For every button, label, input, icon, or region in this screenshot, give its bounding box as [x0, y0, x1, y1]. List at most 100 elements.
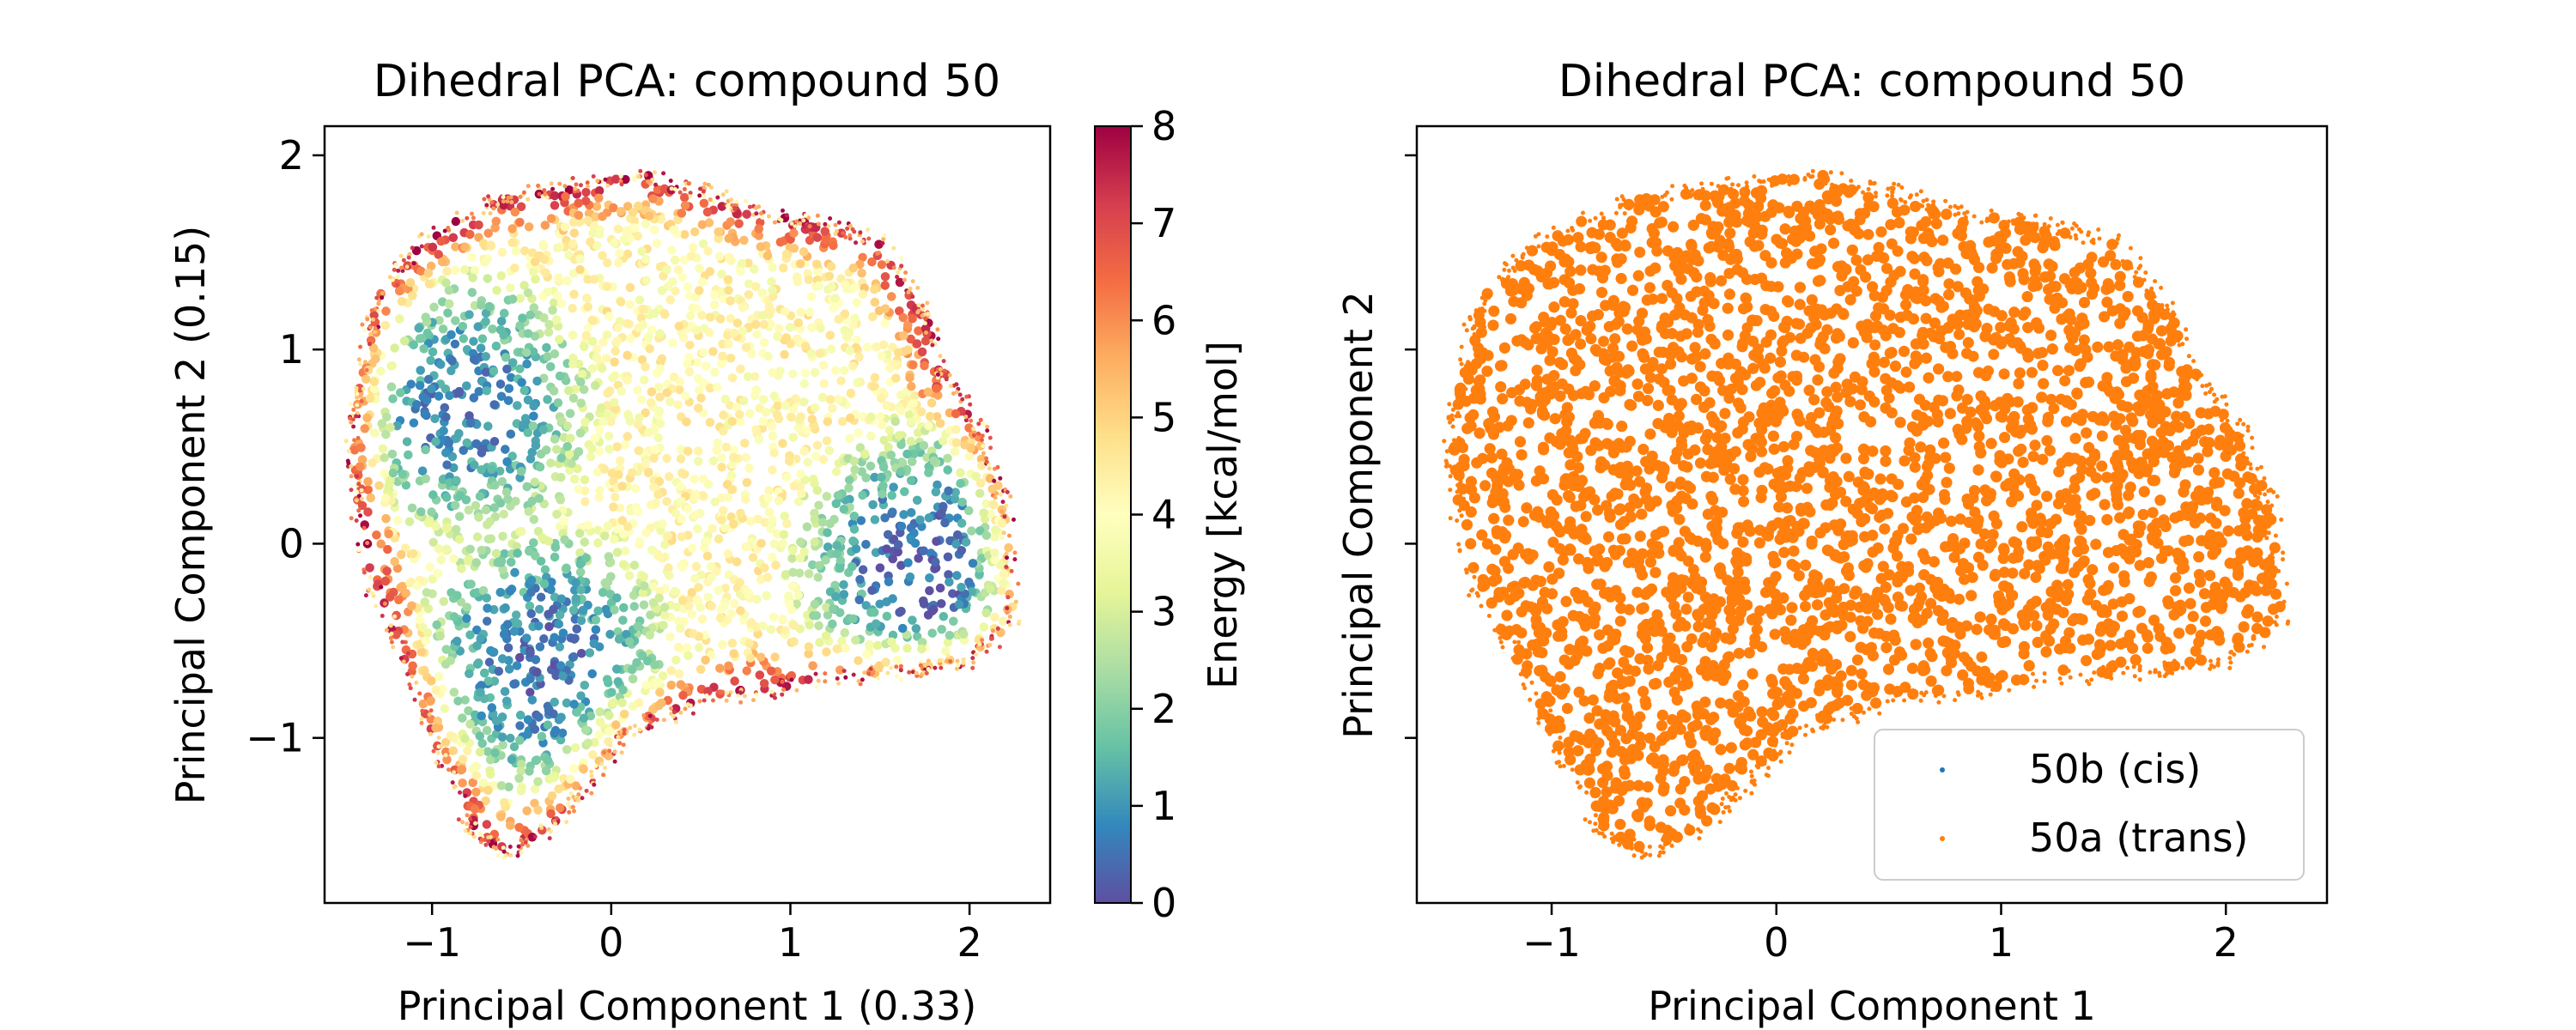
energy-point [543, 720, 553, 730]
energy-point [714, 227, 723, 237]
energy-point [869, 382, 878, 391]
energy-point [478, 239, 489, 248]
energy-point [943, 638, 953, 647]
energy-point [666, 666, 676, 676]
energy-point [471, 500, 481, 511]
energy-point [579, 385, 589, 394]
energy-point [658, 519, 667, 529]
energy-point [396, 388, 405, 397]
energy-point [821, 631, 831, 640]
energy-point [867, 585, 877, 595]
energy-point [665, 571, 674, 580]
energy-point [421, 445, 430, 455]
energy-point [429, 302, 439, 312]
energy-point [415, 615, 425, 625]
energy-point [609, 203, 618, 213]
energy-point [491, 216, 501, 226]
energy-point [697, 311, 707, 320]
energy-point [636, 395, 647, 404]
energy-point [870, 373, 880, 383]
energy-point [756, 538, 766, 548]
energy-point [531, 440, 541, 451]
energy-point [474, 386, 483, 397]
energy-point [460, 265, 470, 275]
energy-point [365, 563, 374, 573]
energy-point [556, 299, 567, 308]
energy-point [481, 352, 490, 361]
energy-point [671, 655, 681, 665]
energy-point [900, 487, 909, 496]
energy-point [453, 696, 463, 706]
energy-point [549, 709, 558, 718]
energy-point [908, 457, 917, 466]
energy-point [778, 615, 787, 624]
energy-point [431, 723, 440, 733]
energy-point [803, 457, 813, 467]
energy-point [763, 352, 773, 361]
energy-point [438, 324, 448, 334]
energy-point [648, 582, 658, 591]
energy-point [635, 413, 644, 422]
energy-point [408, 291, 417, 300]
energy-point [804, 569, 814, 579]
energy-point [792, 599, 801, 609]
energy-point [833, 395, 843, 404]
energy-point [819, 360, 829, 370]
energy-point [906, 436, 916, 446]
energy-point [705, 384, 715, 393]
energy-point [547, 578, 556, 587]
energy-point [951, 409, 961, 419]
energy-point [823, 610, 833, 620]
energy-point [568, 239, 578, 249]
energy-point [616, 456, 625, 465]
energy-point [956, 468, 965, 477]
energy-point [499, 330, 508, 340]
energy-point [551, 670, 561, 681]
energy-point [628, 674, 638, 684]
energy-point [488, 324, 497, 334]
energy-point [516, 466, 526, 476]
energy-point [469, 336, 478, 346]
energy-point [727, 639, 738, 648]
energy-point [949, 616, 958, 626]
energy-point [529, 538, 538, 548]
energy-point [454, 428, 464, 439]
energy-point [613, 677, 623, 687]
energy-point [655, 392, 665, 402]
energy-point [474, 233, 483, 242]
energy-point [960, 440, 969, 450]
energy-point [817, 518, 828, 527]
energy-point [448, 233, 458, 242]
energy-point [956, 479, 965, 488]
energy-point [489, 503, 500, 512]
energy-point [895, 608, 904, 617]
energy-point [745, 409, 755, 418]
energy-point [497, 247, 507, 258]
energy-point [903, 558, 913, 567]
energy-point [703, 246, 713, 256]
energy-point [794, 568, 805, 578]
energy-point [804, 642, 814, 651]
energy-point [502, 696, 512, 706]
energy-point [503, 643, 513, 652]
energy-point [772, 529, 782, 539]
energy-point [534, 621, 544, 631]
energy-point [832, 644, 841, 654]
energy-point [655, 586, 665, 597]
energy-point [768, 367, 777, 378]
energy-point [687, 588, 696, 597]
energy-point [695, 385, 704, 395]
energy-point [683, 504, 693, 513]
energy-point [735, 417, 745, 427]
energy-point [742, 477, 751, 488]
energy-point [728, 519, 738, 529]
energy-point [600, 531, 610, 541]
energy-point [935, 419, 945, 428]
energy-point [665, 295, 675, 305]
energy-point [598, 251, 607, 260]
energy-point [565, 465, 574, 475]
energy-point [768, 465, 777, 475]
energy-point [623, 202, 633, 211]
energy-point [986, 509, 995, 518]
energy-point [781, 570, 791, 579]
